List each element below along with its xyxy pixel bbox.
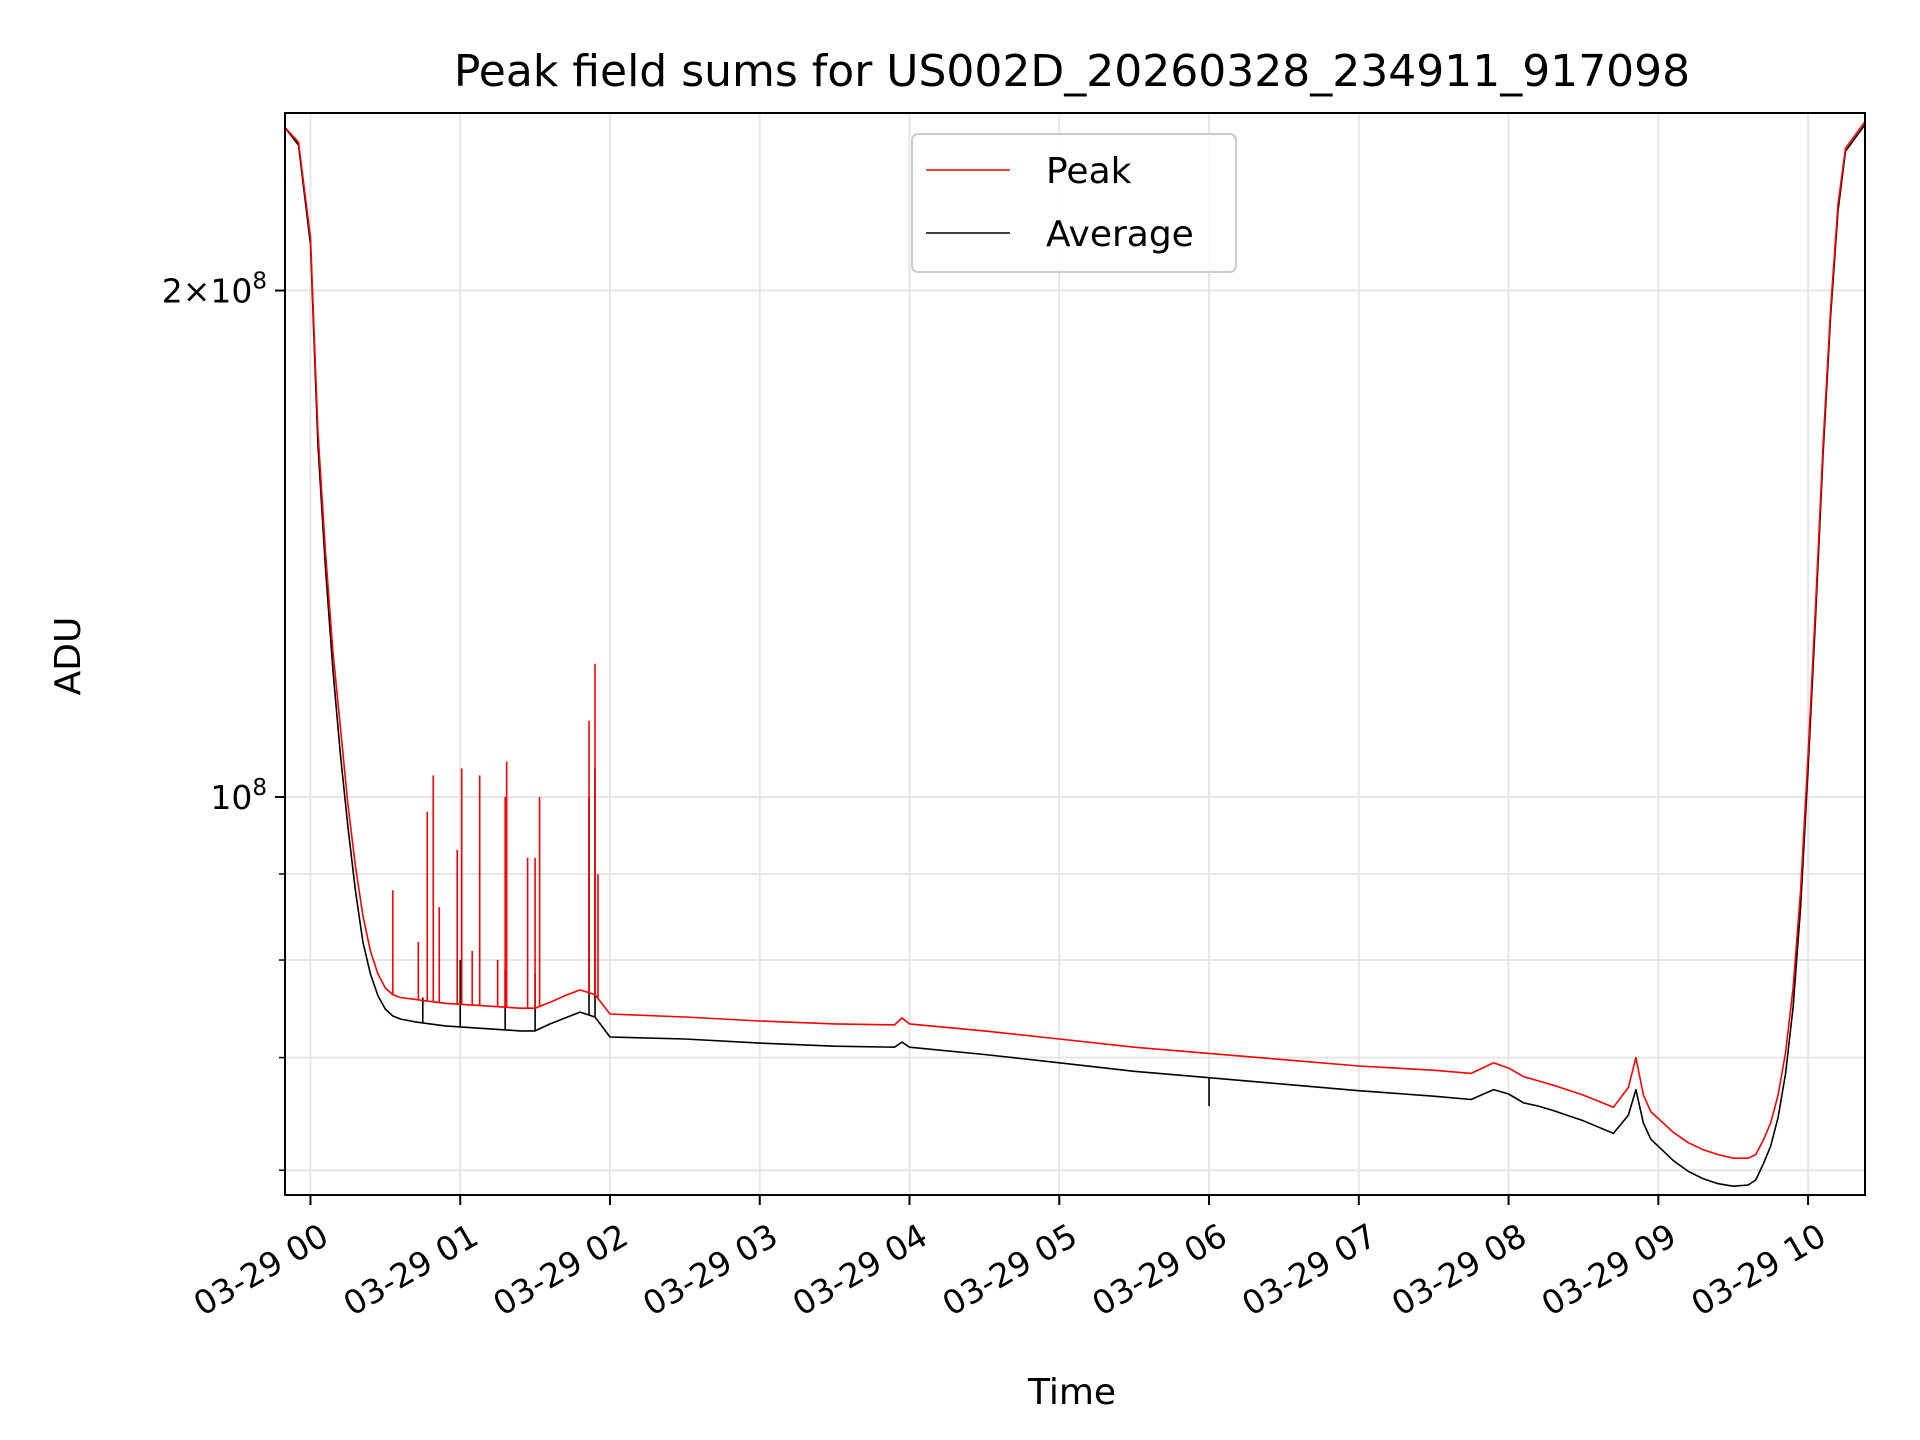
- chart-title: Peak field sums for US002D_20260328_2349…: [454, 46, 1690, 97]
- y-tick-label: 2×108: [162, 269, 267, 311]
- y-tick-label: 108: [210, 775, 267, 817]
- legend-box: [911, 133, 1237, 273]
- y-axis-label: ADU: [48, 617, 89, 696]
- series-group: [284, 121, 1866, 1187]
- legend: Peak Average: [911, 133, 1237, 273]
- series-line-peak: [284, 121, 1866, 1159]
- legend-label-average: Average: [1046, 214, 1194, 255]
- legend-label-peak: Peak: [1046, 151, 1132, 192]
- x-axis-label: Time: [1027, 1372, 1116, 1413]
- series-line-average: [284, 124, 1866, 1187]
- plot-frame: [284, 112, 1866, 1196]
- grid: [285, 113, 1865, 1195]
